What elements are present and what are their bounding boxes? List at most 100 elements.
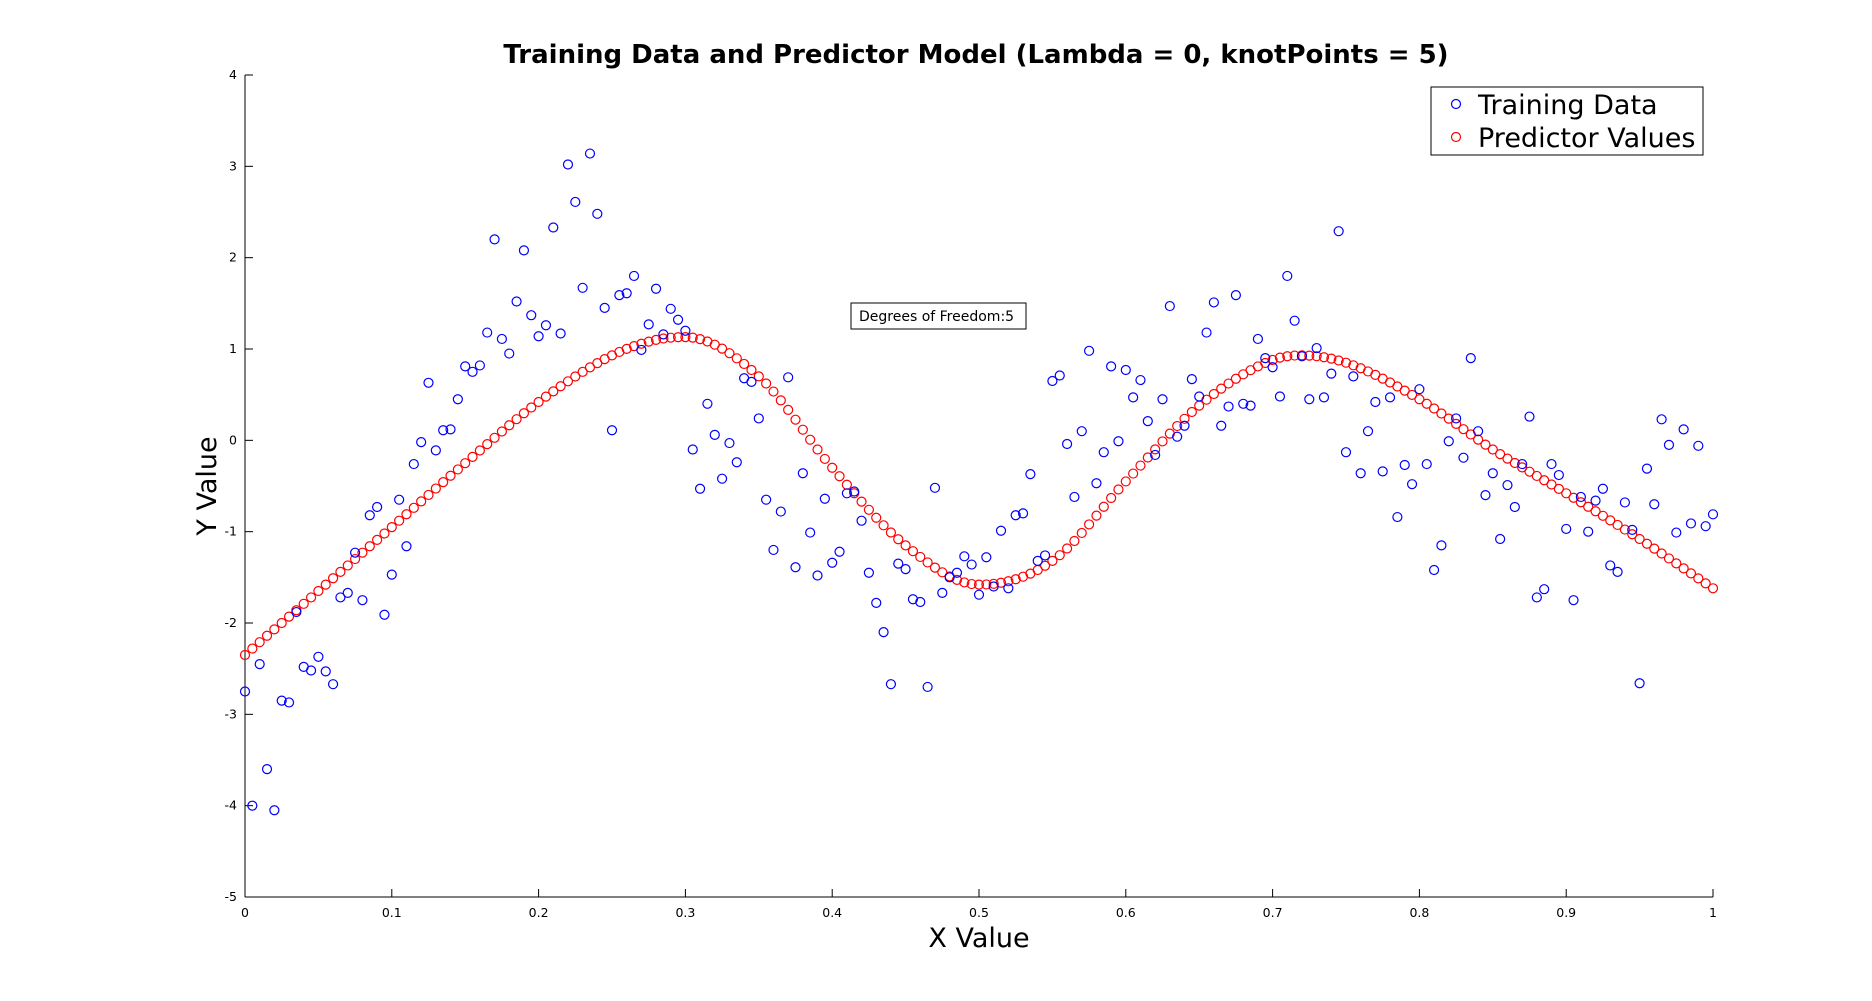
predictor-point — [1553, 483, 1564, 494]
training-point — [1216, 420, 1227, 431]
predictor-point — [672, 332, 684, 343]
training-point — [1685, 518, 1697, 529]
predictor-point — [504, 420, 515, 431]
predictor-point — [467, 451, 478, 462]
training-point — [1223, 401, 1234, 412]
training-point — [1406, 479, 1418, 490]
training-point — [1524, 411, 1535, 422]
training-point — [1076, 426, 1087, 437]
predictor-point — [1568, 492, 1579, 503]
predictor-point — [1172, 420, 1183, 432]
training-point — [1597, 483, 1609, 494]
training-point — [1135, 374, 1146, 386]
training-point — [841, 488, 852, 499]
x-ticks: 0 0.1 0.2 0.3 0.4 0.5 0.6 0.7 0.8 0.9 1 — [241, 889, 1717, 920]
training-point — [1340, 447, 1352, 458]
x-tick-label: 0.3 — [675, 905, 695, 920]
training-point — [1473, 426, 1484, 437]
predictor-point — [753, 371, 764, 382]
training-point — [658, 329, 669, 340]
y-tick-label: 4 — [229, 67, 237, 82]
predictor-point — [988, 578, 999, 589]
training-point — [753, 413, 764, 424]
predictor-point — [1135, 460, 1146, 471]
predictor-point — [658, 333, 669, 344]
predictor-point — [1612, 519, 1623, 531]
predictor-point — [636, 338, 647, 349]
predictor-point — [1069, 535, 1080, 547]
predictor-point — [1061, 543, 1073, 554]
x-tick-label: 0.4 — [822, 905, 842, 920]
predictor-point — [929, 562, 941, 573]
predictor-point — [313, 585, 324, 597]
predictor-point — [372, 534, 383, 545]
training-point — [511, 296, 522, 307]
predictor-point — [1641, 538, 1653, 549]
y-tick-label: 1 — [229, 341, 237, 356]
predictor-point — [834, 471, 845, 482]
predictor-point — [724, 348, 735, 359]
training-point — [1326, 368, 1337, 379]
training-point — [342, 587, 353, 598]
training-point — [687, 444, 698, 455]
predictor-values-series — [239, 332, 1719, 661]
predictor-point — [775, 395, 786, 406]
training-point — [1252, 333, 1264, 345]
training-point — [1377, 466, 1388, 477]
training-point — [577, 282, 588, 293]
y-tick-label: -4 — [225, 798, 238, 813]
training-point — [922, 681, 933, 693]
training-point — [386, 569, 397, 580]
training-point — [1443, 436, 1454, 447]
predictor-point — [1120, 476, 1131, 487]
predictor-point — [981, 579, 992, 590]
training-point — [239, 686, 251, 697]
predictor-point — [900, 540, 911, 551]
predictor-point — [1216, 383, 1227, 394]
training-point — [335, 592, 346, 603]
training-point — [805, 527, 816, 538]
predictor-point — [1223, 378, 1234, 389]
predictor-point — [1083, 519, 1095, 530]
training-point — [1671, 527, 1682, 538]
predictor-point — [489, 432, 500, 443]
training-point — [1693, 440, 1704, 451]
training-point — [1142, 416, 1153, 427]
annotation-text: Degrees of Freedom:5 — [859, 309, 1014, 325]
predictor-point — [548, 386, 559, 397]
predictor-point — [966, 578, 977, 590]
predictor-point — [1282, 351, 1293, 362]
training-point — [1039, 550, 1051, 561]
y-tick-label: -3 — [225, 706, 237, 721]
training-point — [313, 651, 324, 662]
predictor-point — [739, 358, 750, 370]
predictor-point — [511, 414, 522, 425]
training-point — [1590, 495, 1601, 506]
y-tick-label: -2 — [225, 615, 237, 630]
training-point — [1384, 392, 1396, 403]
training-point — [863, 567, 875, 578]
predictor-point — [694, 334, 706, 345]
predictor-point — [1539, 475, 1550, 486]
training-point — [915, 596, 926, 608]
predictor-point — [1656, 548, 1667, 559]
legend-marker-training-data — [1450, 98, 1462, 110]
training-point — [929, 482, 941, 493]
predictor-point — [1047, 555, 1058, 566]
training-point — [1619, 497, 1631, 508]
x-tick-label: 0.9 — [1556, 905, 1576, 920]
training-point — [1172, 431, 1183, 442]
training-point — [1414, 384, 1425, 395]
predictor-point — [1700, 578, 1711, 589]
training-point — [467, 366, 478, 377]
predictor-point — [1406, 389, 1418, 401]
predictor-point — [1575, 497, 1586, 508]
training-point — [885, 679, 897, 690]
training-point — [907, 594, 919, 605]
predictor-point — [562, 376, 574, 387]
predictor-point — [305, 592, 317, 603]
training-point — [1230, 290, 1242, 301]
predictor-point — [1186, 406, 1197, 418]
predictor-point — [1590, 506, 1601, 517]
training-point — [1186, 374, 1197, 385]
